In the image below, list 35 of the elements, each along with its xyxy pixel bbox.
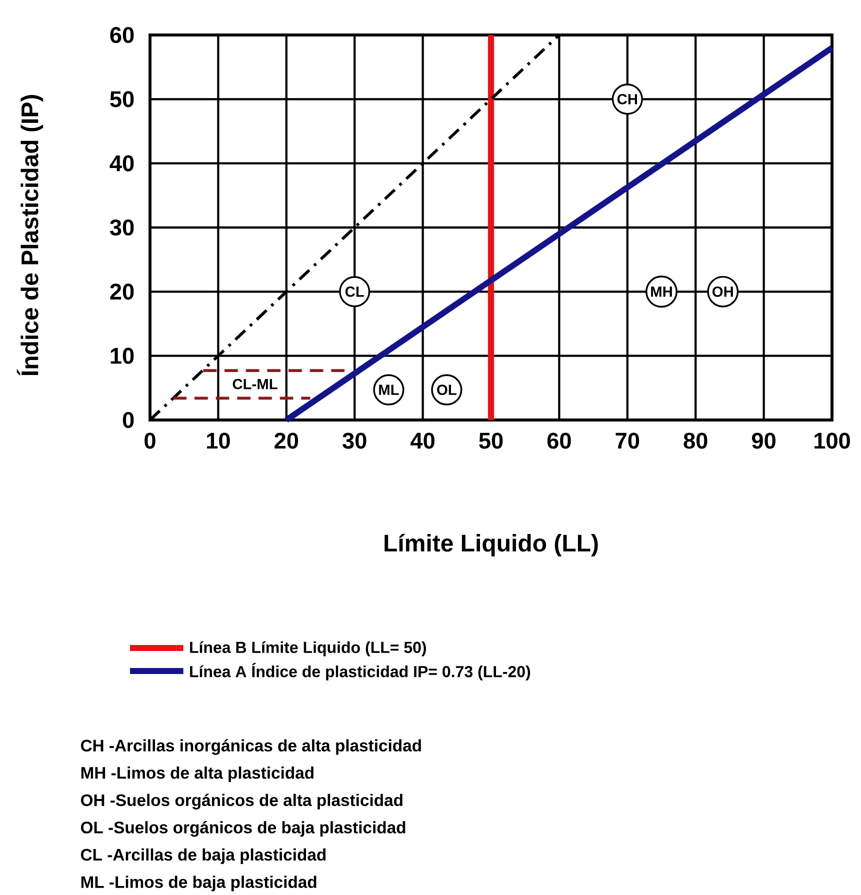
x-tick-label: 100: [814, 432, 850, 449]
x-tick-label: 30: [342, 432, 366, 449]
y-axis-title: Índice de Plasticidad (IP): [16, 95, 44, 376]
y-tick-label: 30: [110, 219, 134, 236]
y-tick-label: 40: [110, 155, 134, 172]
y-tick-label: 60: [110, 26, 134, 44]
y-tick-label: 50: [110, 91, 134, 108]
x-tick-label: 60: [547, 432, 571, 449]
legend-label: Línea A Índice de plasticidad IP= 0.73 (LL-20): [190, 662, 530, 680]
x-tick-label: 80: [684, 432, 708, 449]
text: OL -Suelos orgánicos de baja plasticidad: [80, 821, 406, 837]
text: CL -Arcillas de baja plasticidad: [80, 848, 326, 864]
annotation: CL-ML: [232, 378, 278, 390]
text: MH -Limos de alta plasticidad: [81, 766, 314, 782]
x-tick-label: 10: [207, 432, 230, 449]
annotation: CH: [617, 94, 637, 104]
x-tick-label: 40: [410, 432, 434, 449]
y-tick-label: 10: [110, 348, 134, 364]
y-tick-label: 0: [122, 412, 134, 428]
x-tick-label: 0: [144, 432, 156, 449]
annotation: OL: [437, 384, 456, 396]
text: CH -Arcillas inorgánicas de alta plasticidad: [80, 739, 421, 755]
x-tick-label: 70: [616, 432, 640, 449]
annotation: MH: [651, 286, 672, 297]
y-tick-label: 20: [110, 284, 134, 300]
x-tick-label: 50: [479, 432, 503, 449]
text: OH -Suelos orgánicos de alta plasticidad: [80, 794, 402, 810]
x-axis-title: Límite Liquido (LL): [384, 534, 598, 556]
annotation: CL: [345, 286, 364, 297]
legend-label: Línea B Límite Liquido (LL= 50): [190, 641, 426, 656]
text: ML -Limos de baja plasticidad: [81, 876, 316, 892]
x-tick-label: 20: [274, 432, 298, 449]
annotation: OH: [712, 286, 733, 297]
x-tick-label: 90: [752, 432, 776, 449]
annotation: ML: [379, 384, 399, 395]
